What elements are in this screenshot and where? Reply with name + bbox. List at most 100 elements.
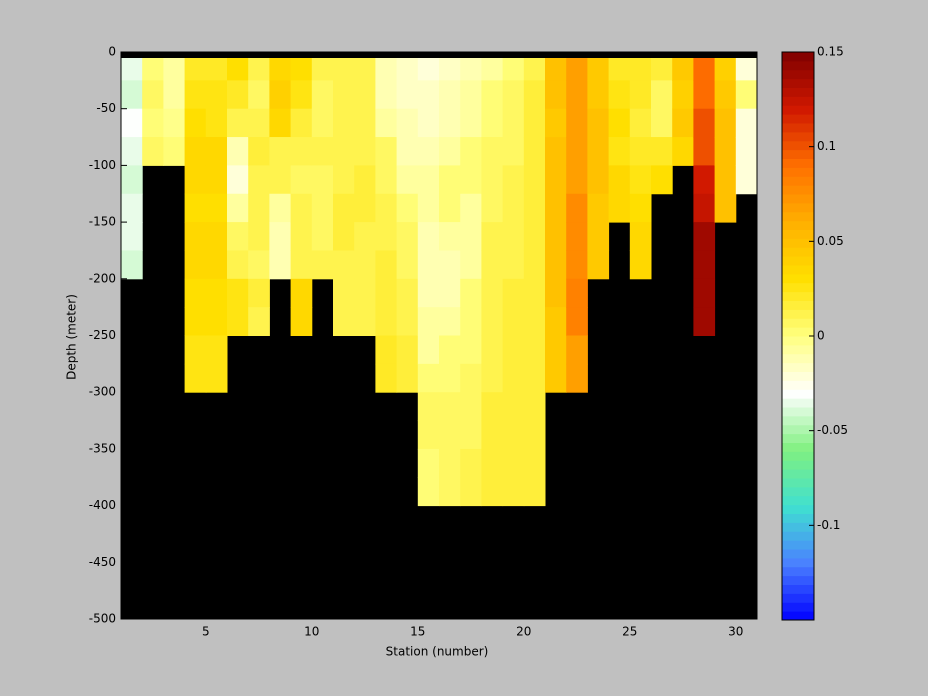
heat-cell <box>269 80 292 110</box>
heat-cell <box>396 80 419 110</box>
heat-cell <box>205 108 228 138</box>
heat-cell <box>375 363 398 393</box>
heat-cell <box>269 137 292 166</box>
heat-cell <box>523 335 546 365</box>
heat-cell <box>248 250 270 280</box>
colorbar-swatch <box>782 256 814 266</box>
heat-cell <box>566 278 588 308</box>
heat-cell <box>481 335 504 365</box>
heat-cell <box>311 250 334 280</box>
heat-cell <box>333 137 355 166</box>
heat-cell <box>439 222 461 251</box>
heat-cell <box>396 165 419 195</box>
colorbar-swatch <box>782 398 814 408</box>
heat-cell <box>248 108 270 138</box>
heat-cell <box>460 108 482 138</box>
heat-cell <box>523 250 546 280</box>
colorbar-swatch <box>782 336 814 346</box>
heat-cell <box>566 335 588 365</box>
heat-cell <box>184 108 207 138</box>
colorbar-swatch <box>782 149 814 159</box>
heat-cell <box>460 307 482 336</box>
colorbar-swatch <box>782 211 814 222</box>
heat-cell <box>566 80 588 110</box>
heat-cell <box>121 193 143 223</box>
y-tick-label: -450 <box>89 555 116 569</box>
heat-cell <box>460 477 482 507</box>
colorbar-swatch <box>782 247 814 257</box>
heat-cell <box>227 108 249 138</box>
heat-cell <box>714 137 737 166</box>
colorbar-swatch <box>782 78 814 88</box>
heat-cell <box>735 165 758 195</box>
heat-cell <box>481 193 504 223</box>
heat-cell <box>629 137 652 166</box>
heat-cell <box>163 108 186 138</box>
colorbar-swatch <box>782 344 814 355</box>
heat-cell <box>502 363 525 393</box>
heat-cell <box>545 80 567 110</box>
heat-cell <box>184 307 207 336</box>
colorbar-swatch <box>782 415 814 426</box>
colorbar-swatch <box>782 389 814 399</box>
heat-cell <box>248 193 270 223</box>
heat-cell <box>375 52 398 81</box>
heat-cell <box>735 137 758 166</box>
heat-cell <box>121 137 143 166</box>
heat-cell <box>417 477 440 507</box>
colorbar-swatch <box>782 52 814 62</box>
heat-cell <box>608 193 631 223</box>
heat-cell <box>693 80 716 110</box>
heat-cell <box>566 137 588 166</box>
heat-cell <box>205 52 228 81</box>
y-tick-label: -200 <box>89 271 116 285</box>
heat-cell <box>121 250 143 280</box>
surface-strip <box>121 52 757 58</box>
heat-cell <box>227 222 249 251</box>
colorbar-swatch <box>782 282 814 293</box>
heat-cell <box>714 193 737 223</box>
heat-cell <box>672 137 694 166</box>
heat-cell <box>439 250 461 280</box>
heat-cell <box>375 193 398 223</box>
heat-cell <box>545 363 567 393</box>
heat-cell <box>545 278 567 308</box>
heat-cell <box>248 222 270 251</box>
heat-cell <box>290 250 313 280</box>
heat-cell <box>142 52 164 81</box>
colorbar-swatch <box>782 158 814 168</box>
colorbar-tick-label: -0.1 <box>817 518 840 532</box>
heat-cell <box>333 307 355 336</box>
heat-cell <box>227 278 249 308</box>
heat-cell <box>205 193 228 223</box>
heat-cell <box>290 307 313 336</box>
heat-cell <box>396 250 419 280</box>
heat-cell <box>566 52 588 81</box>
heat-cell <box>629 52 652 81</box>
colorbar-swatch <box>782 407 814 417</box>
colorbar-swatch <box>782 522 814 532</box>
x-tick-label: 10 <box>304 625 319 639</box>
colorbar-swatch <box>782 584 814 594</box>
colorbar-swatch <box>782 362 814 372</box>
heat-cell <box>290 278 313 308</box>
heat-cell <box>481 165 504 195</box>
heat-cell <box>523 448 546 478</box>
heat-cell <box>439 193 461 223</box>
heat-cell <box>205 80 228 110</box>
colorbar-swatch <box>782 69 814 80</box>
colorbar-tick-label: 0 <box>817 329 825 343</box>
heat-cell <box>545 250 567 280</box>
heat-cell <box>523 80 546 110</box>
colorbar-tick-label: -0.05 <box>817 423 848 437</box>
heat-cell <box>460 137 482 166</box>
heat-cell <box>290 52 313 81</box>
heat-cell <box>460 392 482 422</box>
colorbar-swatch <box>782 194 814 204</box>
heat-cell <box>311 108 334 138</box>
heat-cell <box>502 108 525 138</box>
heat-cell <box>587 193 610 223</box>
y-tick-label: -350 <box>89 441 116 455</box>
colorbar-swatch <box>782 229 814 239</box>
heat-cell <box>396 278 419 308</box>
